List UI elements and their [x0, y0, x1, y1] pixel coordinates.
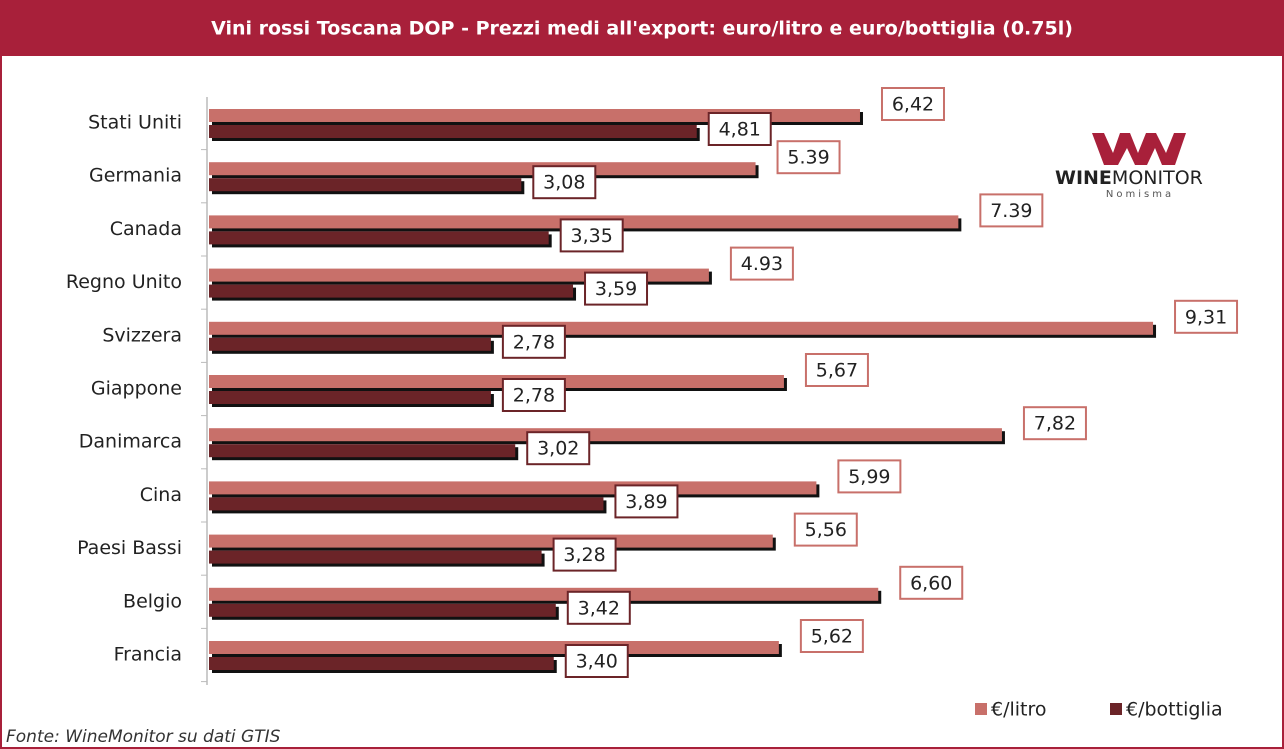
value-label-box — [532, 165, 597, 200]
value-label: 5,67 — [816, 360, 858, 382]
value-label: 3,89 — [625, 491, 667, 513]
value-label-box — [526, 431, 591, 466]
value-label: 5,99 — [848, 466, 890, 488]
category-label: Cina — [140, 484, 182, 506]
bar — [209, 550, 542, 564]
value-label: 2,78 — [513, 331, 555, 353]
value-label-box — [1022, 406, 1087, 441]
bar — [209, 641, 779, 654]
category-label: Stati Uniti — [88, 112, 182, 134]
value-label: 5.39 — [787, 147, 829, 169]
category-label: Belgio — [123, 590, 182, 612]
chart-title: Vini rossi Toscana DOP - Prezzi medi all… — [211, 18, 1073, 40]
value-label: 3,40 — [576, 651, 618, 673]
legend-label: €/litro — [991, 699, 1047, 721]
value-label: 2,78 — [513, 385, 555, 407]
bar — [209, 125, 697, 138]
bar — [209, 231, 549, 245]
bar — [209, 284, 574, 298]
category-label: Giappone — [91, 378, 182, 400]
bar — [209, 391, 491, 404]
value-label-box — [501, 378, 566, 412]
category-label: Germania — [89, 165, 182, 187]
bar — [209, 375, 784, 388]
category-label: Canada — [110, 218, 182, 240]
bar — [209, 603, 556, 617]
category-label: Regno Unito — [66, 271, 182, 293]
bar — [209, 534, 773, 548]
value-label: 7.39 — [990, 200, 1032, 222]
category-label: Paesi Bassi — [77, 537, 182, 559]
value-label: 3,08 — [543, 172, 585, 194]
value-label: 3,59 — [595, 278, 637, 300]
value-label: 3,42 — [578, 597, 620, 619]
bar — [209, 497, 604, 511]
value-label-box — [837, 459, 902, 494]
bar — [209, 587, 879, 601]
bar — [209, 657, 554, 670]
bar — [209, 109, 860, 122]
category-label: Danimarca — [79, 431, 182, 453]
bar — [209, 444, 516, 458]
value-label: 4,81 — [719, 119, 761, 141]
value-label-box — [776, 140, 841, 175]
value-label: 9,31 — [1185, 306, 1227, 328]
bar — [209, 178, 522, 192]
value-label: 5,62 — [811, 626, 853, 648]
category-label: Svizzera — [102, 324, 182, 346]
value-label: 5,56 — [805, 519, 847, 541]
value-label-box — [552, 537, 617, 572]
logo-sub: Nomisma — [1106, 189, 1174, 200]
value-label: 3,35 — [571, 225, 613, 247]
value-label-box — [707, 112, 772, 146]
value-label-box — [559, 218, 624, 253]
value-label-box — [793, 512, 858, 547]
value-label: 4.93 — [741, 253, 783, 275]
value-label-box — [1174, 299, 1239, 334]
value-label: 7,82 — [1034, 413, 1076, 435]
logo-mark — [1092, 133, 1186, 165]
value-label: 3,02 — [537, 438, 579, 460]
value-label-box — [584, 271, 649, 306]
bar — [209, 162, 756, 176]
bar — [209, 337, 491, 351]
value-label-box — [566, 590, 631, 625]
value-label: 6,60 — [910, 572, 952, 594]
source: Fonte: WineMonitor su dati GTIS — [6, 727, 281, 747]
value-label: 3,28 — [563, 544, 605, 566]
legend-swatch — [1110, 703, 1122, 715]
value-label-box — [799, 619, 864, 653]
value-label-box — [899, 565, 964, 600]
value-label-box — [564, 644, 629, 678]
legend-label: €/bottiglia — [1126, 699, 1223, 721]
value-label-box — [880, 87, 945, 121]
bar — [209, 321, 1154, 335]
value-label-box — [501, 324, 566, 359]
value-label-box — [979, 193, 1044, 228]
value-label-box — [804, 353, 869, 387]
logo: WINEMONITOR Nomisma — [1055, 133, 1203, 200]
title-bar — [0, 0, 1284, 56]
value-label-box — [729, 246, 794, 281]
legend-swatch — [975, 703, 987, 715]
bar — [209, 481, 817, 495]
bar — [209, 428, 1002, 442]
category-label: Francia — [114, 644, 182, 666]
value-label: 6,42 — [892, 94, 934, 116]
logo-name: WINEMONITOR — [1055, 167, 1203, 189]
value-label-box — [614, 484, 679, 519]
bar — [209, 268, 709, 282]
